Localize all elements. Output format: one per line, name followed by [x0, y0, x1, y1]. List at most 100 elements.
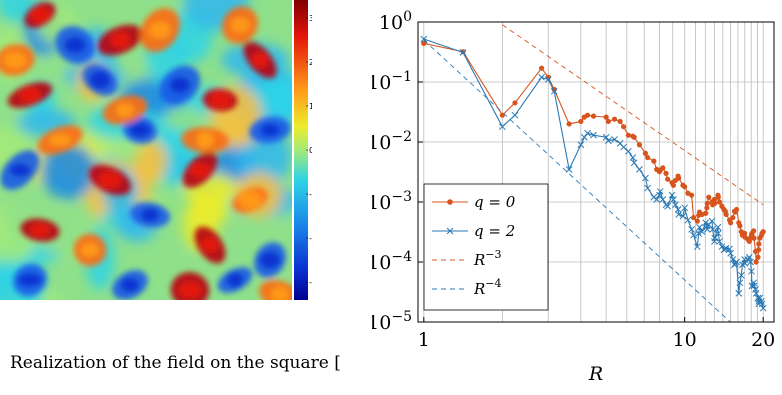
series-point — [693, 243, 701, 251]
series-point — [736, 279, 744, 287]
series-point — [756, 241, 762, 247]
series-point — [714, 230, 722, 237]
series-point — [748, 267, 755, 275]
series-point — [747, 258, 754, 266]
series-point — [645, 154, 651, 161]
field-realization-panel: 3 2 1 0 -1 -2 -3 — [0, 0, 317, 300]
series-point — [726, 245, 733, 253]
series-point — [758, 300, 766, 308]
series-point — [704, 205, 710, 211]
loglog-chart: 1 10 20 100 10−1 10−2 10−3 10−4 10−5 q = 0 q = 2 R… — [367, 9, 775, 385]
series-point — [755, 254, 761, 260]
series-point — [420, 35, 428, 43]
series-point — [538, 65, 545, 71]
series-point — [630, 159, 638, 167]
series-point — [675, 211, 683, 218]
series-point — [695, 230, 703, 237]
series-point — [663, 170, 669, 176]
series-point — [745, 253, 753, 261]
series-point — [631, 134, 637, 140]
series-point — [741, 259, 749, 267]
colorbar — [294, 0, 308, 300]
legend-label: q = 0 — [474, 193, 516, 211]
series-point — [651, 158, 657, 164]
series-point — [544, 76, 552, 83]
colorbar-tick-label: -1 — [309, 190, 312, 199]
series-point — [642, 150, 649, 156]
series-point — [715, 194, 721, 200]
series-point — [733, 206, 740, 213]
y-tick-label: 10−1 — [372, 69, 412, 94]
series-point — [644, 184, 651, 192]
series-point — [668, 191, 676, 199]
series-point — [584, 112, 591, 118]
axes-frame — [417, 21, 775, 323]
colorbar-tick-label: 1 — [309, 102, 312, 111]
series-point — [660, 165, 666, 171]
series-point — [611, 116, 618, 122]
series-point — [511, 111, 519, 119]
series-point — [672, 201, 679, 209]
x-tick-label: 10 — [673, 329, 697, 351]
series-point — [664, 202, 671, 210]
series-point — [756, 247, 762, 253]
series-point — [421, 40, 427, 46]
series-point — [730, 214, 736, 221]
colorbar-tick-label: 3 — [309, 14, 312, 23]
series-point — [605, 137, 612, 145]
series-point — [714, 223, 722, 231]
x-axis-label: R — [588, 363, 603, 385]
legend-marker — [446, 227, 454, 235]
series-point — [737, 223, 743, 229]
series-point — [709, 226, 717, 233]
series-point — [708, 217, 716, 225]
series-point — [688, 226, 695, 233]
series-point — [735, 290, 743, 297]
series-point — [681, 204, 689, 212]
series-point — [636, 166, 643, 173]
chart-legend: q = 0 q = 2 R−3 R−4 — [423, 183, 549, 311]
series-point — [706, 194, 712, 200]
series-point — [629, 154, 637, 161]
y-tick-label: 10−4 — [372, 249, 412, 274]
series-point — [550, 87, 558, 95]
series-line — [502, 24, 764, 206]
series-point — [704, 200, 710, 206]
series-point — [712, 200, 718, 206]
series-point — [577, 141, 585, 149]
legend-label: q = 2 — [474, 222, 515, 240]
series-point — [760, 229, 766, 235]
series-point — [580, 133, 588, 141]
series-point — [703, 210, 709, 216]
series-point — [727, 249, 734, 257]
legend-marker — [447, 199, 453, 205]
series-point — [690, 231, 697, 239]
series-point — [636, 142, 643, 148]
series-point — [617, 118, 623, 125]
series-point — [711, 196, 717, 203]
series-point — [670, 182, 677, 188]
series-point — [758, 298, 765, 305]
colorbar-tick-label: -2 — [309, 234, 312, 243]
series-point — [625, 147, 632, 155]
series-point — [460, 49, 466, 55]
series-point — [602, 133, 610, 141]
y-tick-label: 100 — [379, 9, 412, 34]
series-point — [716, 199, 723, 205]
series-point — [753, 259, 759, 265]
series-point — [756, 294, 764, 302]
series-point — [665, 176, 671, 182]
series-point — [737, 271, 745, 279]
chart-series — [420, 24, 767, 322]
y-tick-label: 10−5 — [372, 309, 412, 334]
series-point — [679, 212, 687, 220]
series-point — [759, 304, 767, 312]
series-point — [656, 188, 664, 195]
x-tick-label: 1 — [418, 329, 430, 351]
series-point — [625, 132, 631, 138]
series-point — [729, 256, 737, 263]
series-line — [423, 39, 731, 322]
series-point — [566, 121, 572, 127]
series-point — [605, 118, 611, 125]
series-point — [620, 124, 627, 130]
